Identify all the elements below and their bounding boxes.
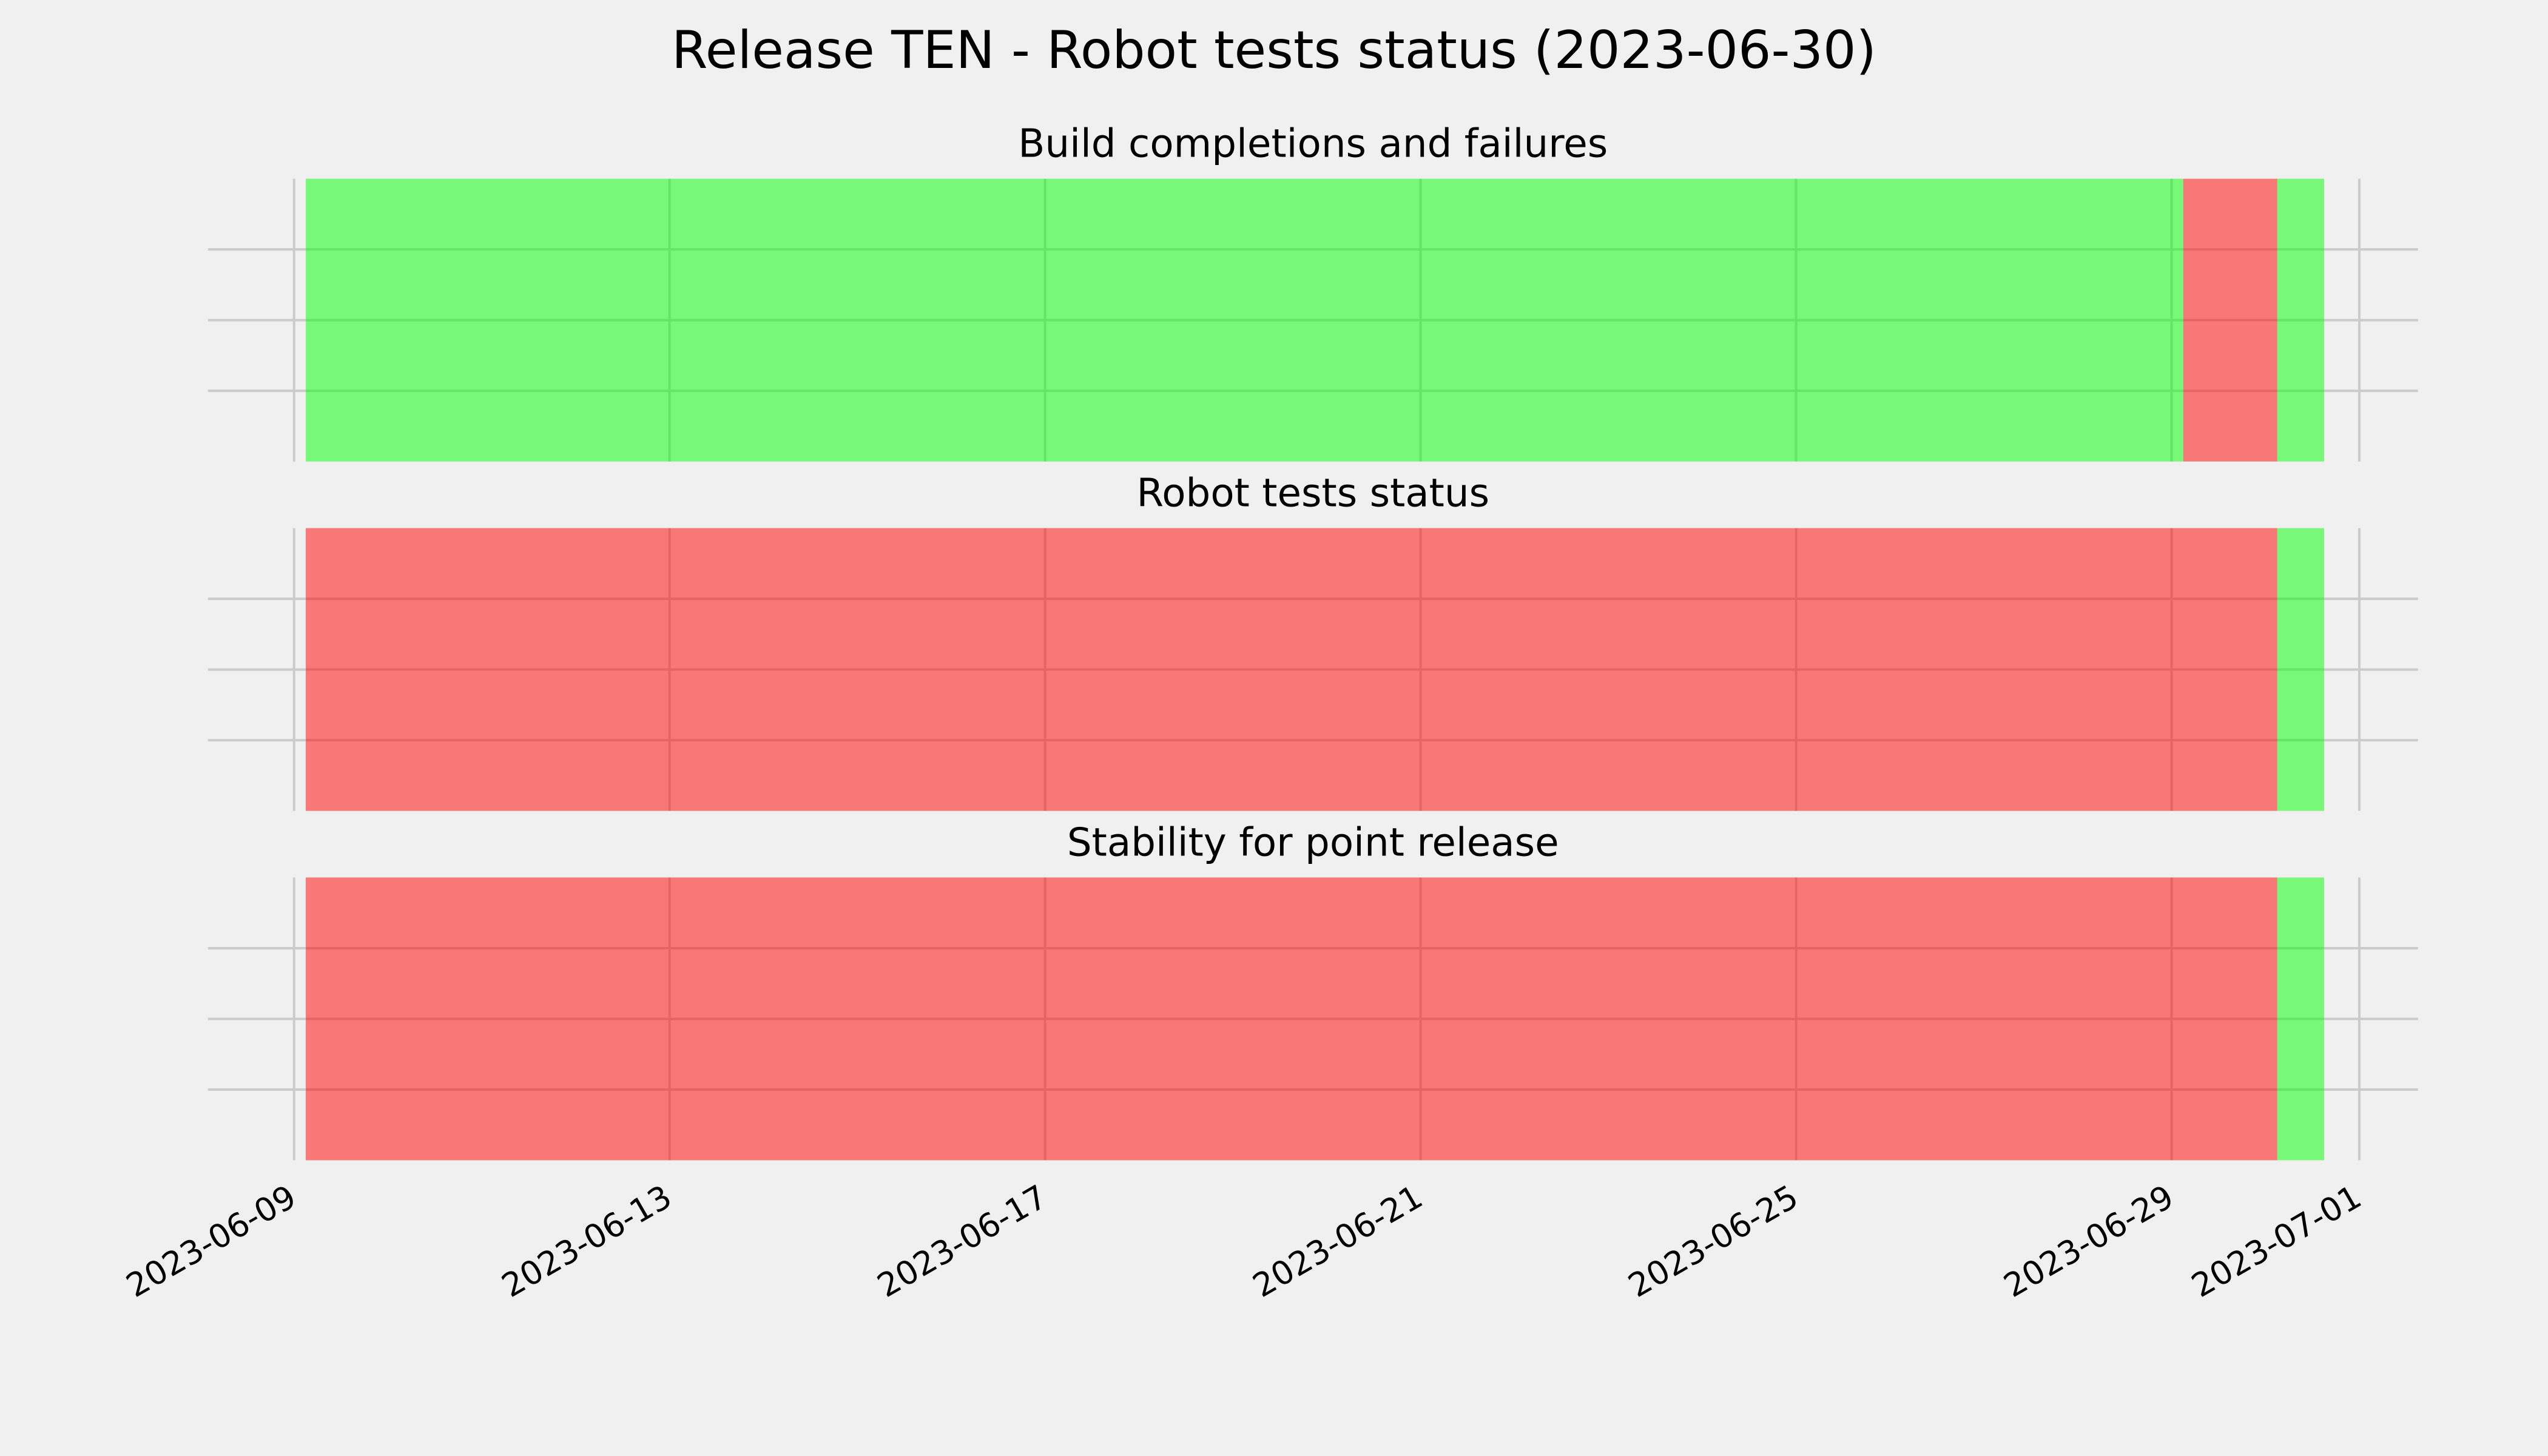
- status-bar: [2277, 877, 2324, 1161]
- status-bar: [306, 877, 2277, 1161]
- panel-title: Build completions and failures: [1018, 121, 1608, 167]
- panel-title: Robot tests status: [1136, 471, 1489, 516]
- status-bar: [306, 528, 2277, 811]
- figure-title: Release TEN - Robot tests status (2023-0…: [672, 20, 1876, 81]
- status-bar: [2183, 178, 2277, 462]
- status-bar: [2277, 528, 2324, 811]
- panel-title: Stability for point release: [1067, 820, 1559, 865]
- status-bar: [306, 178, 2183, 462]
- status-bar: [2277, 178, 2324, 462]
